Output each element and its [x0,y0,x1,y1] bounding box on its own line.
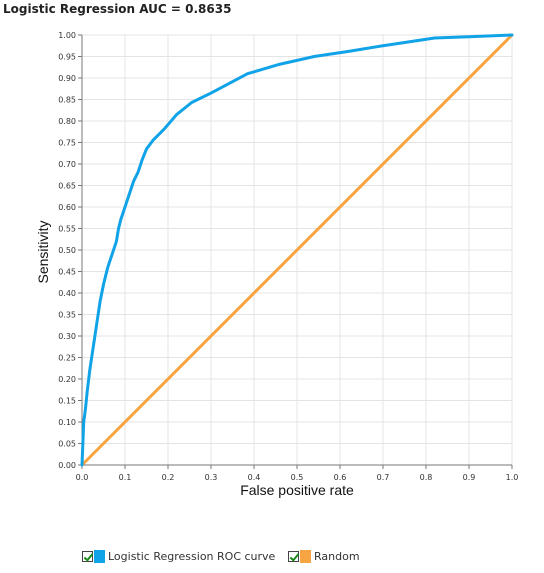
legend-item-logistic[interactable]: Logistic Regression ROC curve [82,546,275,566]
y-tick-label: 0.20 [58,375,76,384]
x-tick-label: 0.2 [162,473,175,482]
y-tick-label: 0.30 [58,332,76,341]
series-line-random [80,33,514,467]
y-axis-label: Sensitivity [35,220,51,283]
x-tick-label: 0.0 [76,473,89,482]
y-tick-label: 0.85 [58,96,76,105]
legend-label-logistic: Logistic Regression ROC curve [108,549,276,563]
x-tick-label: 0.7 [377,473,390,482]
y-tick-label: 0.80 [58,117,76,126]
x-tick-label: 0.4 [248,473,261,482]
x-tick-label: 0.3 [205,473,218,482]
legend-swatch-logistic [94,549,105,563]
y-tick-label: 0.65 [58,182,76,191]
legend-label-random: Random [314,549,360,563]
y-tick-label: 0.35 [58,311,76,320]
y-tick-label: 0.05 [58,440,76,449]
y-tick-label: 0.15 [58,397,76,406]
x-tick-label: 1.0 [506,473,519,482]
legend: Logistic Regression ROC curve Random [0,546,544,568]
legend-checkbox-random[interactable] [288,550,299,562]
y-tick-label: 0.70 [58,160,76,169]
series-lines [80,33,514,467]
chart-title: Logistic Regression AUC = 0.8635 [3,2,232,16]
y-tick-label: 0.25 [58,354,76,363]
y-tick-label: 0.55 [58,225,76,234]
y-tick-label: 1.00 [58,31,76,40]
y-tick-label: 0.75 [58,139,76,148]
y-tick-label: 0.10 [58,418,76,427]
axes [78,34,513,469]
legend-swatch-random [300,549,311,563]
y-tick-label: 0.00 [58,461,76,470]
tick-labels: 0.0 0.1 0.2 0.3 0.4 0.5 0.6 0.7 0.8 0.9 1.0 0.00 0.0… [58,31,518,482]
legend-checkbox-logistic[interactable] [82,550,93,562]
legend-item-random[interactable]: Random [288,546,360,566]
series-line-logistic-regression-roc-curve [80,33,514,467]
x-tick-label: 0.9 [463,473,476,482]
y-tick-label: 0.40 [58,289,76,298]
y-tick-label: 0.90 [58,74,76,83]
y-tick-label: 0.45 [58,268,76,277]
x-axis-label: False positive rate [240,482,354,498]
roc-chart: 0.0 0.1 0.2 0.3 0.4 0.5 0.6 0.7 0.8 0.9 1.0 0.00 0.0… [35,31,518,498]
y-tick-label: 0.95 [58,53,76,62]
y-tick-label: 0.50 [58,246,76,255]
x-tick-label: 0.8 [420,473,433,482]
x-tick-label: 0.6 [334,473,347,482]
y-tick-label: 0.60 [58,203,76,212]
x-tick-label: 0.1 [119,473,132,482]
x-tick-label: 0.5 [291,473,304,482]
